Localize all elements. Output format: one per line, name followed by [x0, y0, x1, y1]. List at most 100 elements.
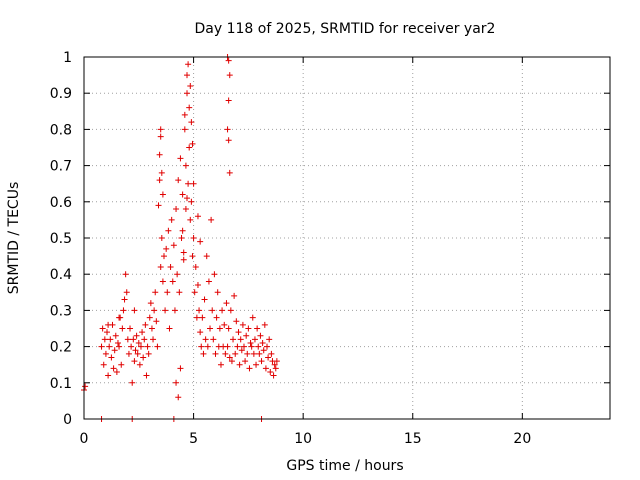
data-point: [148, 325, 155, 332]
data-point: [190, 180, 197, 187]
data-point: [169, 278, 176, 285]
data-point: [165, 227, 172, 234]
data-point: [146, 314, 153, 321]
data-point: [197, 238, 204, 245]
data-point: [188, 119, 195, 126]
data-point: [139, 329, 146, 336]
data-point: [213, 314, 220, 321]
data-point: [104, 329, 111, 336]
data-point: [160, 253, 167, 260]
data-point: [264, 343, 271, 350]
data-point: [123, 289, 130, 296]
data-point: [150, 336, 157, 343]
data-point: [110, 365, 117, 372]
data-point: [242, 358, 249, 365]
data-point: [128, 343, 135, 350]
data-point: [262, 365, 269, 372]
data-point: [170, 242, 177, 249]
x-tick-label: 0: [80, 431, 89, 447]
data-point: [224, 343, 231, 350]
data-point: [112, 332, 119, 339]
y-tick-label: 0.7: [50, 159, 72, 175]
data-point: [271, 361, 278, 368]
data-point: [219, 307, 226, 314]
data-point: [240, 343, 247, 350]
data-point: [249, 314, 256, 321]
y-tick-label: 0.5: [50, 231, 72, 247]
data-point: [158, 235, 165, 241]
data-point: [237, 336, 244, 343]
data-point: [163, 245, 170, 252]
data-point: [197, 329, 204, 336]
y-tick-label: 0.3: [50, 303, 72, 319]
data-point: [270, 372, 277, 379]
data-point: [118, 361, 125, 368]
data-point: [207, 325, 214, 332]
data-point: [105, 372, 112, 379]
data-point: [184, 195, 191, 202]
data-point: [266, 336, 273, 343]
data-point: [260, 347, 267, 354]
data-point: [200, 350, 207, 357]
data-point: [236, 361, 243, 368]
data-point: [193, 314, 200, 321]
y-tick-label: 1: [63, 50, 72, 66]
data-point: [100, 361, 107, 368]
data-point: [164, 289, 171, 296]
data-point: [225, 57, 232, 64]
data-point: [258, 358, 265, 365]
data-point: [217, 361, 224, 368]
data-point: [227, 307, 234, 314]
data-point: [111, 347, 118, 354]
data-point: [135, 339, 142, 346]
data-point: [267, 368, 274, 375]
data-point: [212, 350, 219, 357]
data-point: [273, 358, 280, 365]
data-point: [256, 350, 263, 357]
data-point: [137, 343, 144, 350]
data-point: [189, 253, 196, 260]
data-point: [157, 126, 164, 133]
data-point: [223, 300, 230, 307]
data-point: [98, 343, 105, 350]
data-point: [244, 350, 251, 357]
data-point: [114, 339, 121, 346]
y-tick-label: 0: [63, 412, 72, 428]
data-point: [259, 339, 266, 346]
data-point: [179, 227, 186, 234]
data-point: [192, 263, 199, 270]
data-point: [255, 343, 262, 350]
data-point: [253, 361, 260, 368]
data-point: [272, 365, 279, 372]
y-tick-label: 0.6: [50, 195, 72, 211]
data-point: [194, 282, 201, 289]
data-point: [176, 289, 183, 296]
data-point: [184, 90, 191, 97]
data-point: [187, 82, 194, 89]
data-point: [116, 314, 123, 321]
data-point: [129, 379, 136, 386]
data-point: [238, 347, 245, 354]
data-point: [99, 325, 106, 332]
x-tick-label: 15: [404, 431, 422, 447]
data-point: [187, 216, 194, 223]
data-point: [171, 307, 178, 314]
data-point: [108, 354, 115, 361]
data-point: [209, 307, 216, 314]
data-point: [208, 216, 215, 223]
y-axis-label: SRMTID / TECUs: [6, 182, 22, 295]
data-point: [230, 336, 237, 343]
data-point: [202, 336, 209, 343]
data-point: [134, 350, 141, 357]
y-tick-label: 0.4: [50, 267, 72, 283]
data-point: [130, 336, 137, 343]
data-point: [231, 292, 238, 299]
data-point: [152, 289, 159, 296]
data-point: [121, 296, 128, 303]
data-point: [177, 365, 184, 372]
data-point: [234, 343, 241, 350]
data-point: [157, 133, 164, 140]
data-point: [166, 325, 173, 332]
data-point: [120, 307, 127, 314]
